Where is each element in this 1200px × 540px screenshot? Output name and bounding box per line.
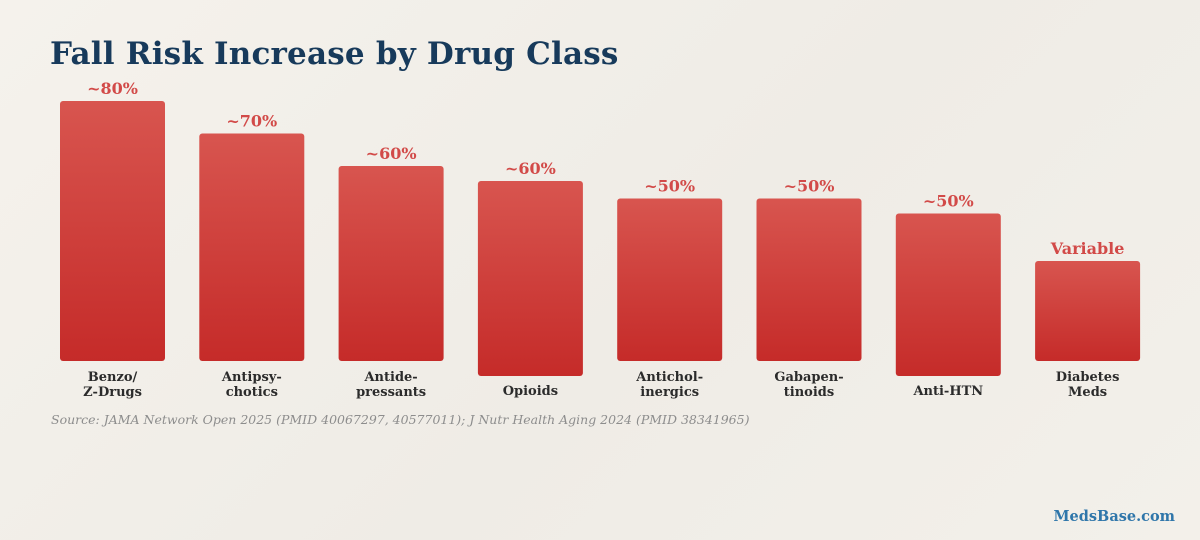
category-label-4-line-1: inergics	[640, 385, 699, 400]
category-label-6-line-0: Anti-HTN	[912, 384, 983, 399]
category-label-4: Antichol-inergics	[635, 370, 703, 400]
bar-1	[199, 133, 305, 361]
category-label-1-line-0: Antipsy-	[221, 370, 282, 385]
bar-value-label-2: ~60%	[366, 144, 417, 163]
bar-value-label-1: ~70%	[226, 112, 277, 131]
category-label-1: Antipsy-chotics	[221, 370, 282, 400]
bar-4	[617, 198, 723, 361]
category-label-0-line-0: Benzo/	[88, 370, 138, 385]
category-label-5-line-0: Gabapen-	[774, 370, 843, 385]
category-label-2-line-0: Antide-	[363, 370, 417, 385]
category-label-2-line-1: pressants	[356, 385, 426, 400]
bar-2	[338, 166, 444, 361]
bar-6	[895, 213, 1001, 376]
category-label-1-line-1: chotics	[226, 385, 278, 400]
category-label-0: Benzo/Z-Drugs	[83, 370, 142, 400]
category-label-2: Antide-pressants	[356, 370, 426, 400]
category-label-4-line-0: Antichol-	[635, 370, 703, 385]
bar-3	[477, 181, 583, 376]
bar-value-label-7: Variable	[1050, 239, 1125, 258]
source-note: Source: JAMA Network Open 2025 (PMID 400…	[51, 412, 750, 427]
brand-link[interactable]: MedsBase.com	[1053, 508, 1175, 525]
category-label-7: Diabetes Meds	[1056, 370, 1120, 400]
category-label-5: Gabapen-tinoids	[774, 370, 843, 400]
bar-value-label-5: ~50%	[784, 177, 835, 196]
category-label-3: Opioids	[503, 384, 558, 399]
category-labels-group: Benzo/Z-Drugs Antipsy-chotics Antide-press…	[83, 370, 1119, 400]
category-label-7-line-1: Meds	[1068, 385, 1107, 400]
bar-7	[1035, 261, 1141, 361]
bars-group	[60, 101, 1141, 376]
category-label-5-line-1: tinoids	[784, 385, 834, 400]
chart-title: Fall Risk Increase by Drug Class	[50, 36, 619, 72]
category-label-3-line-0: Opioids	[503, 384, 558, 399]
bar-value-label-0: ~80%	[87, 79, 138, 98]
value-labels-group: ~80% ~70% ~60% ~60% ~50% ~50% ~50% Variable	[87, 79, 1124, 258]
bar-5	[756, 198, 862, 361]
category-label-7-line-0: Diabetes	[1056, 370, 1120, 385]
bar-value-label-4: ~50%	[644, 177, 695, 196]
bar-0	[60, 101, 165, 361]
bar-value-label-6: ~50%	[923, 192, 974, 211]
bar-value-label-3: ~60%	[505, 159, 556, 178]
category-label-0-line-1: Z-Drugs	[83, 385, 142, 400]
category-label-6: Anti-HTN	[912, 384, 983, 399]
